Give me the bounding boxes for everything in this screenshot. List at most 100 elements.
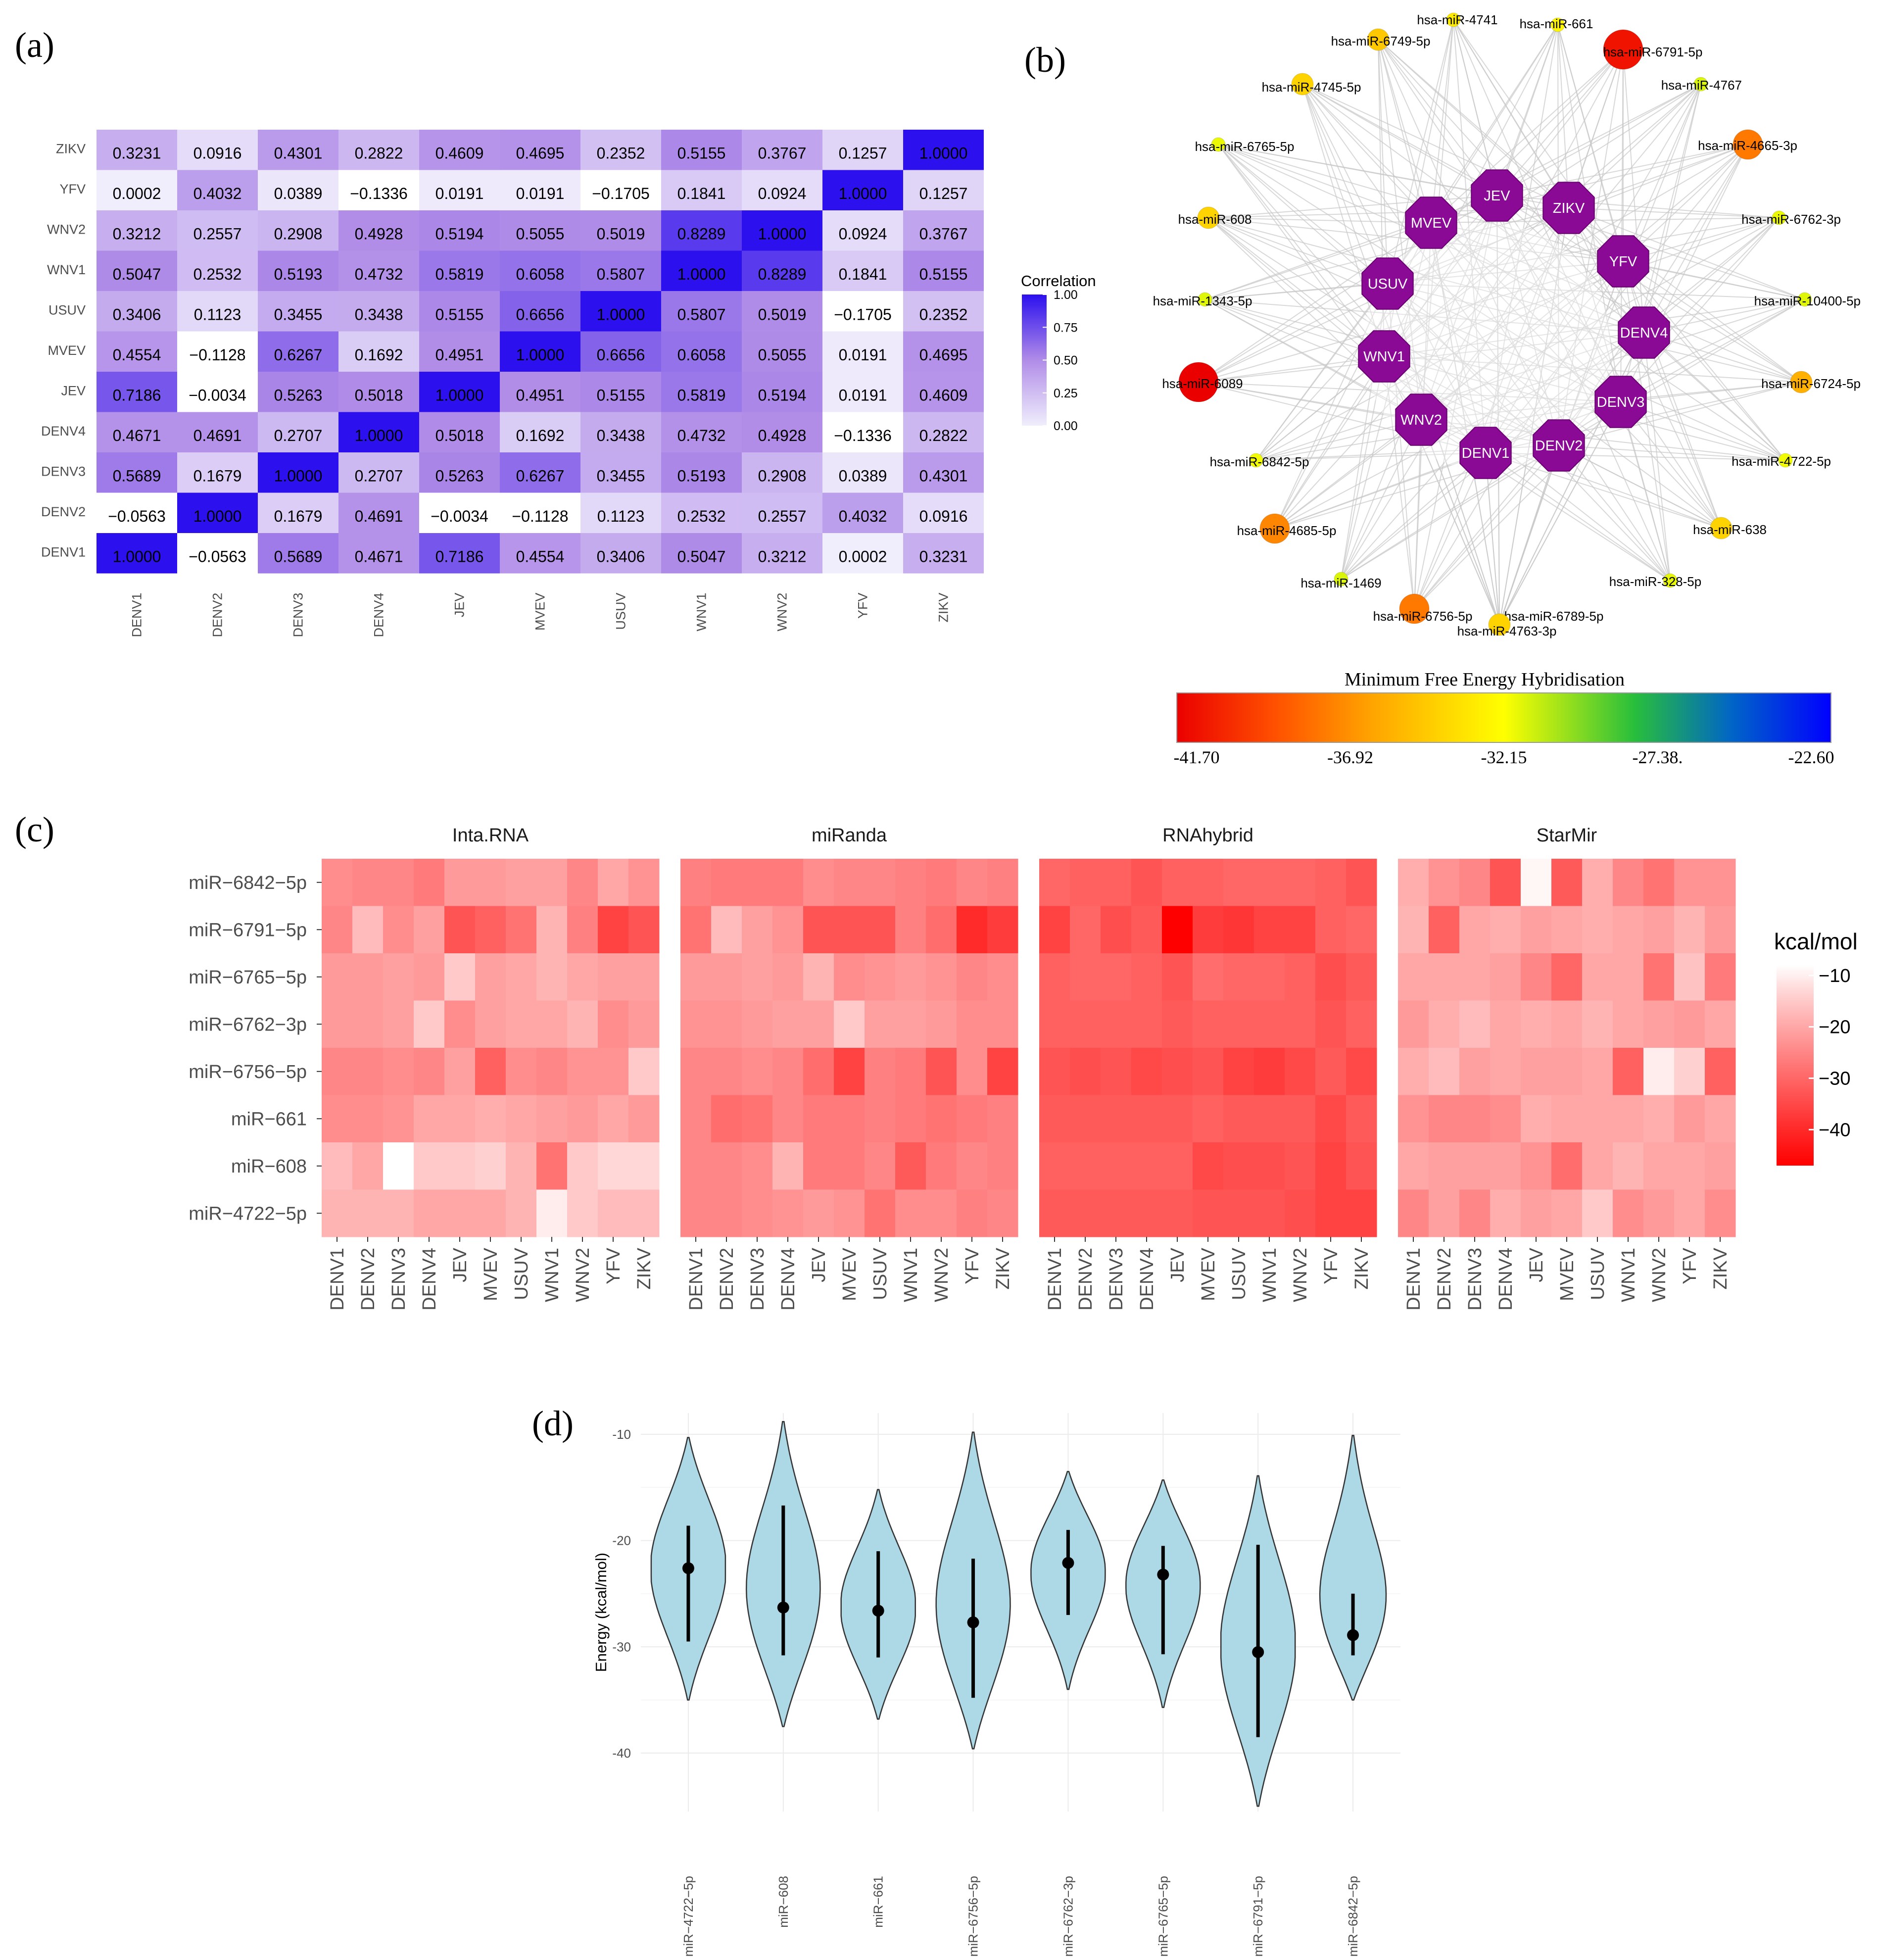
cell-label: −0.1336 (834, 427, 892, 444)
network-edge (1341, 419, 1422, 580)
heatmap-cell (1490, 1189, 1521, 1237)
heatmap-cell (352, 1142, 384, 1190)
facet-strip-label: miRanda (812, 825, 887, 846)
heatmap-cell (567, 859, 598, 906)
row-tick-label: miR−6756−5p (189, 1062, 307, 1082)
heatmap-cell (1223, 1142, 1254, 1190)
heatmap-cell (383, 859, 414, 906)
row-tick-label: DENV1 (41, 544, 86, 559)
heatmap-cell (1315, 1189, 1347, 1237)
cell-label: 0.1257 (919, 185, 968, 202)
network-edge (1421, 419, 1786, 461)
network-edge (1218, 144, 1486, 453)
heatmap-cell (1674, 1189, 1705, 1237)
virus-label: DENV2 (1535, 438, 1583, 454)
heatmap-cell (580, 533, 661, 574)
column-tick-label: DENV1 (1045, 1248, 1065, 1311)
heatmap-cell (1346, 1095, 1377, 1143)
heatmap-cell (822, 210, 903, 251)
legend-colorbar (1777, 965, 1814, 1166)
heatmap-cell (865, 1048, 896, 1095)
heatmap-cell (822, 331, 903, 372)
cell-label: 0.6058 (516, 265, 565, 283)
network-edge (1485, 452, 1722, 529)
heatmap-cell (628, 906, 660, 954)
mirna-label: hsa-miR-6724-5p (1761, 376, 1861, 391)
column-tick-label: USUV (1229, 1247, 1250, 1300)
x-tick-label: miR−6791−5p (1251, 1876, 1265, 1957)
heatmap-cell (1223, 1095, 1254, 1143)
network-edge (1499, 401, 1621, 625)
column-tick-label: YFV (603, 1247, 624, 1284)
heatmap-cell (742, 170, 822, 210)
virus-node (1542, 182, 1595, 234)
network-edge (1204, 299, 1385, 357)
heatmap-cell (500, 331, 580, 372)
heatmap-cell (1039, 1095, 1070, 1143)
cell-label: 0.5819 (435, 265, 484, 283)
cell-label: 0.4032 (193, 185, 242, 202)
colorbar (1176, 692, 1831, 743)
heatmap-cell (1285, 1189, 1316, 1237)
heatmap-cell (506, 1189, 537, 1237)
heatmap-cell (1521, 1095, 1552, 1143)
column-tick-label: DENV3 (1465, 1248, 1486, 1311)
column-tick-label: WNV1 (1618, 1248, 1639, 1302)
heatmap-cell (1429, 1095, 1460, 1143)
heatmap-cell (1613, 1000, 1644, 1048)
cell-label: 0.1679 (193, 467, 242, 485)
heatmap-cell (338, 130, 419, 170)
heatmap-cell (1101, 859, 1132, 906)
network-edge (1378, 39, 1559, 446)
cell-label: 1.0000 (113, 548, 161, 566)
heatmap-cell (414, 906, 445, 954)
heatmap-cell (1315, 953, 1347, 1001)
mirna-label: hsa-miR-328-5p (1609, 574, 1701, 589)
heatmap-cell (865, 859, 896, 906)
heatmap-cell (987, 1048, 1018, 1095)
network-edge (1431, 49, 1624, 223)
cell-label: 0.0389 (839, 467, 887, 485)
column-tick-label: WNV1 (901, 1248, 921, 1302)
column-tick-label: DENV4 (778, 1248, 799, 1311)
heatmap-cell (1705, 859, 1736, 906)
heatmap-cell (1613, 953, 1644, 1001)
heatmap-cell (598, 953, 629, 1001)
mirna-node (1603, 29, 1643, 70)
legend-tick-label: 0.75 (1054, 321, 1078, 335)
heatmap-cell (419, 250, 500, 291)
heatmap-cell (742, 1142, 773, 1190)
network-edge (1198, 382, 1621, 402)
x-tick-label: miR−6842−5p (1346, 1876, 1360, 1957)
panel-b-interaction-network: hsa-miR-4741 hsa-miR-661 hsa-miR-6791-5p hs… (1153, 12, 1861, 767)
cell-label: 0.0389 (274, 185, 323, 202)
heatmap-cell (680, 859, 712, 906)
cell-label: 0.3231 (113, 145, 161, 162)
heatmap-cell (865, 1000, 896, 1048)
network-edge (1208, 217, 1385, 357)
heatmap-cell (338, 412, 419, 452)
heatmap-cell (444, 953, 476, 1001)
cell-label: 0.6656 (516, 306, 565, 324)
y-tick-label: -20 (612, 1533, 631, 1548)
network-edge (1431, 222, 1500, 625)
heatmap-cell (772, 859, 804, 906)
virus-label: DENV1 (1462, 445, 1510, 461)
column-tick-label: ZIKV (1710, 1247, 1731, 1289)
heatmap-cell (742, 452, 822, 493)
network-edge (1568, 207, 1780, 218)
heatmap-cell (500, 250, 580, 291)
heatmap-cell (567, 1000, 598, 1048)
heatmap-cell (338, 291, 419, 332)
mean-point (1062, 1557, 1074, 1569)
mirna-label: hsa-miR-4722-5p (1732, 454, 1831, 469)
network-edge (1387, 84, 1701, 284)
heatmap-cell (1193, 1142, 1224, 1190)
mirna-node (1663, 573, 1678, 588)
network-edge (1623, 261, 1786, 461)
heatmap-cell (96, 210, 177, 251)
row-tick-label: DENV2 (41, 504, 86, 519)
virus-label: YFV (1609, 254, 1637, 270)
column-tick-label: DENV4 (1495, 1248, 1516, 1311)
heatmap-cell (711, 1142, 742, 1190)
